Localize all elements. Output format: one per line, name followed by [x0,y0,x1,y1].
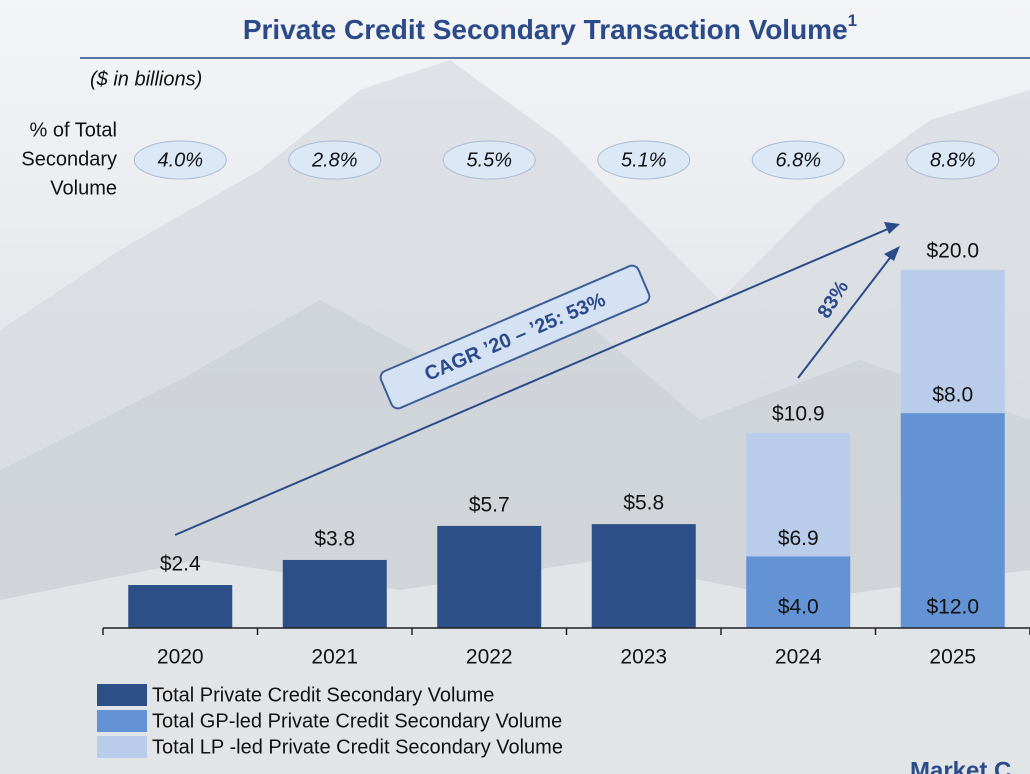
legend-swatch [97,736,147,758]
total-label: $20.0 [926,239,979,262]
legend-label: Total Private Credit Secondary Volume [152,684,494,706]
bar-segment [437,525,542,628]
bar-segment [282,559,387,628]
legend-label: Total GP-led Private Credit Secondary Vo… [152,710,562,732]
pct-bubble [906,140,1000,180]
value-label: $2.4 [160,553,201,576]
bar-segment [591,524,696,628]
pct-label: 8.8% [930,149,976,171]
value-label: $5.8 [623,492,664,515]
chart-title: Private Credit Secondary Transaction Vol… [243,11,857,45]
pct-title: Volume [50,177,117,199]
x-tick-label: 2020 [157,646,204,669]
pct-title: % of Total [30,119,117,141]
pct-bubble [597,140,691,180]
pct-bubble [288,140,382,180]
value-label: $5.7 [469,493,510,516]
value-label: $3.8 [314,527,355,550]
x-tick-label: 2025 [929,646,976,669]
legend-swatch [97,684,147,706]
growth-arrow [797,253,894,379]
corner-text: Market C [910,757,1011,774]
arrowhead [884,222,900,234]
callout-box [379,264,651,410]
pct-label: 5.1% [621,149,667,171]
total-label: $10.9 [772,402,825,425]
pct-label: 6.8% [775,149,821,171]
arrowhead [884,246,900,261]
value-label: $8.0 [932,384,973,407]
subtitle: ($ in billions) [90,68,202,90]
x-tick-label: 2021 [311,646,358,669]
cagr-arrow [174,227,891,536]
bar-segment [746,432,851,557]
title-footnote: 1 [848,11,857,30]
value-label: $4.0 [778,596,819,619]
pct-title: Secondary [21,148,117,170]
pct-label: 5.5% [466,149,512,171]
pct-label: 4.0% [157,149,203,171]
x-tick-label: 2023 [620,646,667,669]
pct-label: 2.8% [311,149,358,171]
x-tick-label: 2022 [466,646,513,669]
value-label: $12.0 [926,596,979,619]
legend-label: Total LP -led Private Credit Secondary V… [152,736,563,758]
pct-bubble [442,140,536,180]
bar-segment [900,413,1005,628]
bar-segment [900,269,1005,414]
pct-bubble [751,140,845,180]
pct-bubble [133,140,227,180]
legend-swatch [97,710,147,732]
title-text: Private Credit Secondary Transaction Vol… [243,14,848,45]
bar-segment [128,585,233,628]
value-label: $6.9 [778,527,819,550]
bar-segment [746,556,851,628]
x-tick-label: 2024 [775,646,822,669]
